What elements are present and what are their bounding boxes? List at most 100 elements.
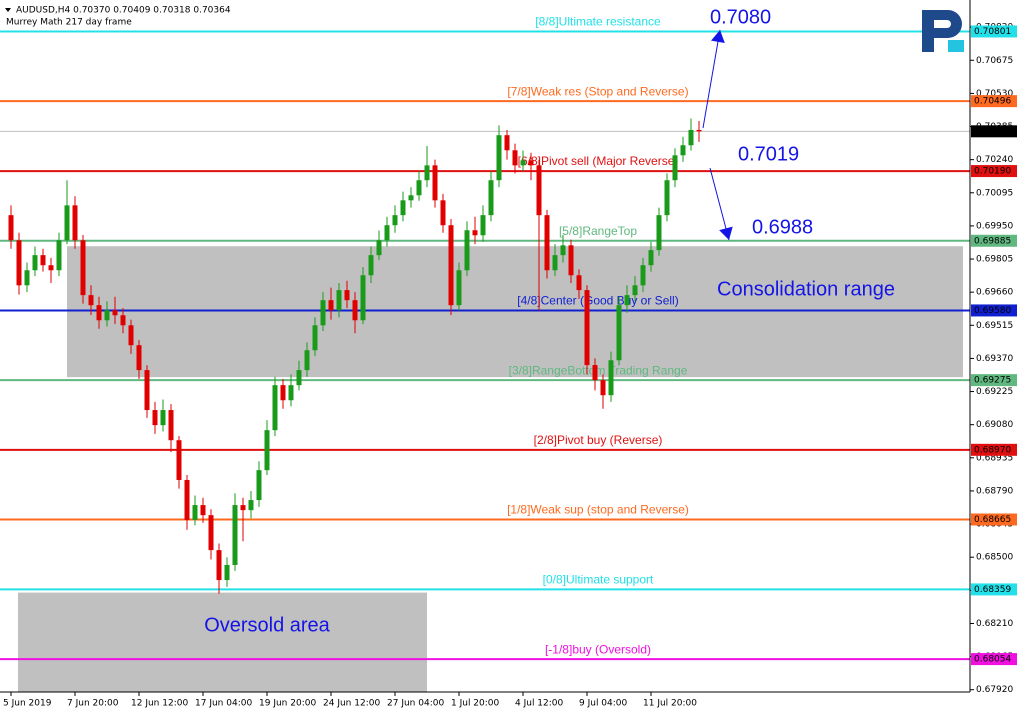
candle-body bbox=[456, 270, 462, 306]
level-label: [5/8]RangeTop bbox=[559, 224, 637, 238]
level-label: [6/8]Pivot sell (Major Reverse) bbox=[518, 154, 679, 168]
y-tick-label: 0.68935 bbox=[976, 453, 1013, 463]
y-tick-label: 0.70530 bbox=[976, 89, 1013, 99]
x-tick-label: 1 Jul 20:00 bbox=[451, 699, 500, 709]
zone bbox=[67, 246, 963, 378]
candle-body bbox=[360, 275, 366, 321]
candle-body bbox=[560, 245, 566, 256]
menu-marker bbox=[5, 8, 11, 12]
candle-body bbox=[184, 479, 190, 520]
candle-body bbox=[160, 410, 166, 426]
level-price-label: 0.69580 bbox=[974, 306, 1011, 316]
level-price-label: 0.68054 bbox=[974, 655, 1011, 665]
candle-body bbox=[512, 150, 518, 166]
candle-body bbox=[288, 385, 294, 401]
candle-body bbox=[576, 275, 582, 291]
y-tick-label: 0.67920 bbox=[976, 685, 1013, 695]
x-tick-label: 19 Jun 20:00 bbox=[259, 699, 316, 709]
candle-body bbox=[632, 285, 638, 296]
level-label: [4/8]Center (Good Buy or Sell) bbox=[517, 294, 678, 308]
candle-body bbox=[352, 300, 358, 321]
candle-body bbox=[168, 410, 174, 441]
candle-body bbox=[48, 265, 54, 271]
candle-body bbox=[280, 385, 286, 401]
candle-body bbox=[296, 370, 302, 386]
indicator-name: Murrey Math 217 day frame bbox=[6, 18, 132, 28]
candle-body bbox=[80, 240, 86, 296]
candle-body bbox=[320, 300, 326, 326]
y-tick-label: 0.69660 bbox=[976, 288, 1013, 298]
level-price-box bbox=[971, 583, 1017, 596]
x-tick-label: 4 Jul 12:00 bbox=[515, 699, 564, 709]
y-tick-label: 0.68210 bbox=[976, 619, 1013, 629]
y-tick-label: 0.69950 bbox=[976, 221, 1013, 231]
x-tick-label: 27 Jun 04:00 bbox=[387, 699, 444, 709]
candle-body bbox=[368, 255, 374, 276]
level-label: [3/8]RangeBottom Trading Range bbox=[509, 363, 688, 377]
candle-body bbox=[264, 430, 270, 471]
x-tick-label: 5 Jun 2019 bbox=[3, 699, 52, 709]
x-tick-label: 24 Jun 12:00 bbox=[323, 699, 380, 709]
candle-body bbox=[616, 305, 622, 361]
candle-body bbox=[200, 505, 206, 516]
candle-body bbox=[216, 550, 222, 581]
target-arrow bbox=[709, 167, 730, 241]
candle-body bbox=[592, 365, 598, 381]
candle-body bbox=[232, 505, 238, 565]
candle-body bbox=[376, 240, 382, 256]
level-price-label: 0.69275 bbox=[974, 376, 1011, 386]
candle-body bbox=[392, 215, 398, 226]
candle-body bbox=[240, 505, 246, 511]
candle-body bbox=[520, 160, 526, 166]
level-price-box bbox=[971, 234, 1017, 247]
y-tick-label: 0.68500 bbox=[976, 553, 1013, 563]
level-price-label: 0.70801 bbox=[974, 27, 1011, 37]
y-tick-label: 0.69225 bbox=[976, 387, 1013, 397]
arrow-head bbox=[711, 30, 725, 44]
current-price-box bbox=[971, 125, 1017, 138]
candle-body bbox=[640, 265, 646, 286]
current-price-label: 0.70364 bbox=[974, 127, 1011, 137]
candle-body bbox=[680, 145, 686, 156]
candle-body bbox=[144, 370, 150, 411]
candle-body bbox=[248, 500, 254, 511]
y-tick-label: 0.69370 bbox=[976, 354, 1013, 364]
candle-body bbox=[208, 515, 214, 551]
target-arrow bbox=[702, 29, 721, 129]
candle-body bbox=[272, 385, 278, 431]
level-price-label: 0.70190 bbox=[974, 167, 1011, 177]
chart-title: AUDUSD,H4 0.70370 0.70409 0.70318 0.7036… bbox=[16, 6, 231, 16]
candle-body bbox=[88, 295, 94, 306]
target-label: 0.7080 bbox=[710, 6, 771, 28]
zone-label: Oversold area bbox=[204, 614, 330, 636]
x-tick-label: 11 Jul 20:00 bbox=[643, 699, 697, 709]
candle-body bbox=[472, 230, 478, 236]
candle-body bbox=[72, 205, 78, 241]
x-tick-label: 17 Jun 04:00 bbox=[195, 699, 252, 709]
candle-body bbox=[304, 350, 310, 371]
candle-body bbox=[128, 325, 134, 346]
candle-body bbox=[16, 240, 22, 286]
candle-body bbox=[256, 470, 262, 501]
candle-body bbox=[440, 200, 446, 226]
y-tick-label: 0.70095 bbox=[976, 188, 1013, 198]
candle-body bbox=[488, 180, 494, 216]
candle-body bbox=[464, 230, 470, 271]
candle-body bbox=[544, 215, 550, 271]
candle-body bbox=[536, 165, 542, 216]
candle-body bbox=[552, 255, 558, 271]
level-price-box bbox=[971, 513, 1017, 526]
target-label: 0.7019 bbox=[738, 143, 799, 165]
y-tick-label: 0.68790 bbox=[976, 486, 1013, 496]
logo bbox=[922, 10, 964, 52]
level-price-label: 0.68970 bbox=[974, 445, 1011, 455]
candle-body bbox=[224, 564, 230, 581]
candle-body bbox=[64, 205, 70, 241]
candle-body bbox=[176, 440, 182, 480]
level-price-box bbox=[971, 25, 1017, 38]
arrow-head bbox=[719, 226, 733, 240]
level-label: [2/8]Pivot buy (Reverse) bbox=[534, 433, 663, 447]
candle-body bbox=[688, 129, 694, 146]
candle-body bbox=[344, 290, 350, 301]
